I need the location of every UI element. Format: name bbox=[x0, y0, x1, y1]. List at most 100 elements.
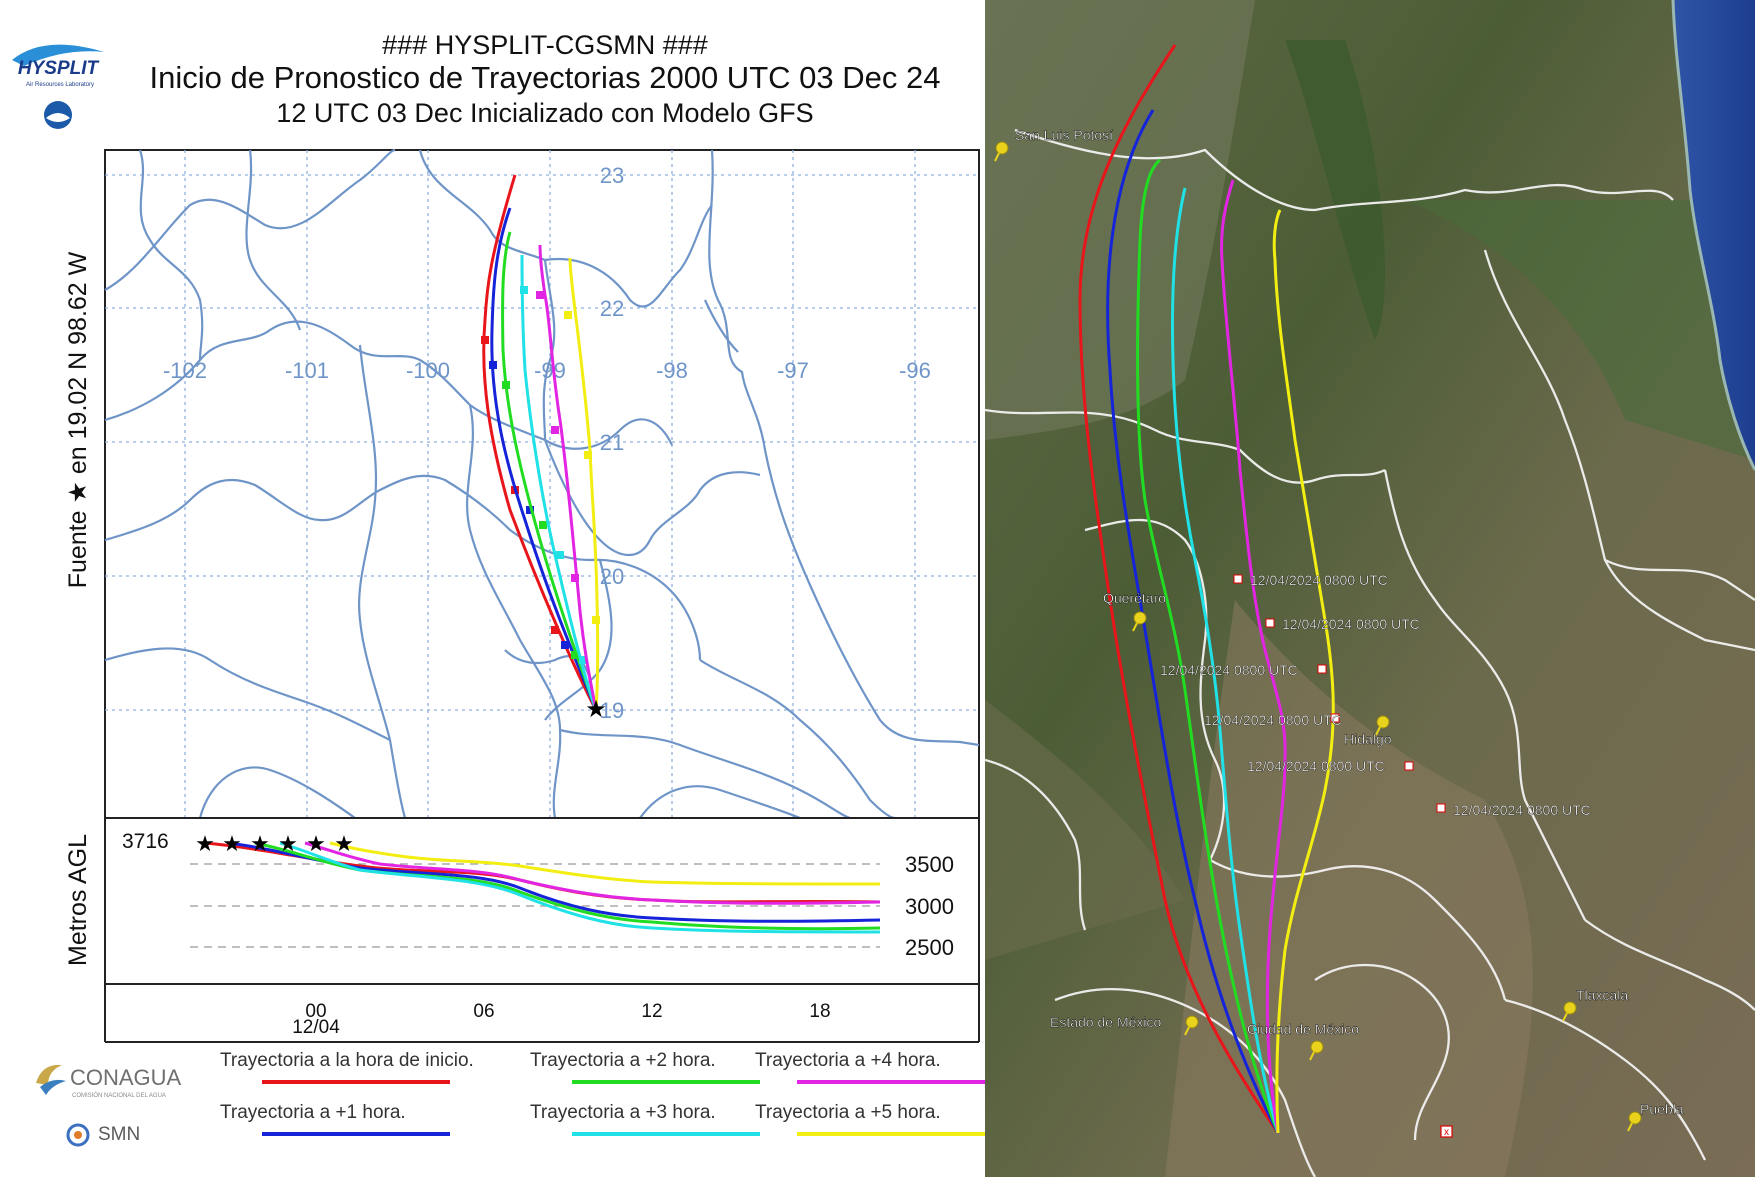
place-pin-icon bbox=[1628, 1111, 1642, 1125]
time-tick-label: 06 bbox=[473, 1001, 494, 1022]
place-pin-needle bbox=[994, 152, 1000, 162]
trajectory-plot: Fuente ★ en 19.02 N 98.62 W bbox=[64, 148, 985, 1136]
lon-tick-label: -96 bbox=[899, 358, 931, 383]
smn-logo: SMN bbox=[66, 1123, 140, 1147]
lon-tick-label: -102 bbox=[163, 358, 207, 383]
satellite-trajectory-3 bbox=[1171, 187, 1280, 1134]
title-line-3: 12 UTC 03 Dec Inicializado con Modelo GF… bbox=[276, 98, 814, 128]
time-label: 12/04/2024 0800 UTC bbox=[1204, 712, 1342, 728]
map-gridlines bbox=[105, 150, 979, 818]
satellite-trajectory-0 bbox=[1078, 44, 1280, 1134]
place-pin-icon bbox=[1133, 611, 1147, 625]
trajectory-line-5 bbox=[568, 257, 600, 711]
satellite-trajectory-4 bbox=[1220, 179, 1287, 1134]
trajectory-marker-1 bbox=[489, 361, 497, 369]
legend: Trayectoria a la hora de inicio. Trayecto… bbox=[220, 1050, 985, 1136]
place-pin-needle bbox=[1309, 1051, 1315, 1061]
time-tick-label: 12 bbox=[641, 1001, 662, 1022]
lon-tick-label: -100 bbox=[406, 358, 450, 383]
lon-tick-label: -97 bbox=[777, 358, 809, 383]
trajectory-marker-4 bbox=[571, 574, 579, 582]
height-start-stars: ★ ★ ★ ★ ★ ★ bbox=[195, 831, 354, 856]
map-trajectories bbox=[481, 174, 600, 711]
smn-text: SMN bbox=[98, 1124, 140, 1145]
title-line-1: ### HYSPLIT-CGSMN ### bbox=[382, 30, 708, 60]
trajectory-marker-4 bbox=[536, 291, 544, 299]
trajectory-marker-5 bbox=[564, 311, 572, 319]
time-tick-label: 00 bbox=[305, 1001, 326, 1022]
conagua-text: CONAGUA bbox=[70, 1065, 182, 1090]
trajectory-marker-3 bbox=[579, 656, 587, 664]
height-lines bbox=[204, 841, 881, 934]
satellite-trajectory-1 bbox=[1106, 109, 1280, 1134]
time-marker bbox=[1330, 713, 1340, 723]
satellite-labels: San Luis Potosí Querétaro Hidalgo Estado de… bbox=[994, 127, 1684, 1132]
trajectory-line-3 bbox=[520, 254, 598, 711]
place-pin-needle bbox=[1562, 1012, 1568, 1022]
height-tick-labels: 3500 3000 2500 bbox=[190, 852, 954, 960]
svg-text:★: ★ bbox=[585, 696, 607, 723]
time-label: 12/04/2024 0800 UTC bbox=[1250, 572, 1388, 588]
place-pin-needle bbox=[1132, 622, 1138, 632]
time-marker bbox=[1265, 618, 1275, 628]
lon-tick-label: -101 bbox=[285, 358, 329, 383]
place-pin-icon bbox=[1563, 1001, 1577, 1015]
time-marker bbox=[1233, 574, 1243, 584]
trajectory-marker-0 bbox=[481, 336, 489, 344]
source-label: Fuente ★ en 19.02 N 98.62 W bbox=[64, 251, 92, 588]
time-label: 12/04/2024 0800 UTC bbox=[1282, 616, 1420, 632]
trajectory-marker-4 bbox=[551, 426, 559, 434]
place-pin-icon bbox=[995, 141, 1009, 155]
trajectory-line-2 bbox=[501, 231, 598, 711]
height-tick-label: 3000 bbox=[905, 894, 954, 919]
lon-tick-label: -98 bbox=[656, 358, 688, 383]
height-line-3 bbox=[279, 841, 881, 934]
height-line-4 bbox=[304, 841, 881, 905]
time-tick-label: 18 bbox=[809, 1001, 830, 1022]
conagua-subtext: COMISIÓN NACIONAL DEL AGUA bbox=[72, 1092, 166, 1099]
time-tick-labels: 00 06 12 18 bbox=[305, 1001, 830, 1022]
trajectory-line-1 bbox=[490, 207, 598, 711]
satellite-trajectory-5 bbox=[1272, 209, 1335, 1134]
place-pin-needle bbox=[1627, 1122, 1633, 1132]
trajectory-marker-1 bbox=[526, 506, 534, 514]
time-date-label: 12/04 bbox=[292, 1017, 340, 1038]
trajectory-marker-5 bbox=[584, 451, 592, 459]
place-label: Puebla bbox=[1640, 1101, 1684, 1117]
legend-label-4: Trayectoria a +4 hora. bbox=[755, 1050, 941, 1071]
place-label: Estado de México bbox=[1050, 1014, 1161, 1030]
trajectory-marker-1 bbox=[561, 641, 569, 649]
trajectory-marker-2 bbox=[502, 381, 510, 389]
lat-tick-label: 21 bbox=[600, 430, 624, 455]
place-label: Querétaro bbox=[1103, 590, 1166, 606]
lon-tick-label: -99 bbox=[534, 358, 566, 383]
height-start-value: 3716 bbox=[122, 830, 169, 853]
time-label: 12/04/2024 0800 UTC bbox=[1160, 662, 1298, 678]
source-star: ★ bbox=[585, 696, 607, 723]
height-line-2 bbox=[254, 841, 881, 931]
hysplit-logo: HYSPLIT Air Resources Laboratory bbox=[12, 44, 104, 129]
hysplit-panel: HYSPLIT Air Resources Laboratory ### HYS… bbox=[12, 30, 985, 1147]
time-marker bbox=[1317, 664, 1327, 674]
height-start-star: ★ bbox=[278, 831, 298, 856]
height-plot-ylabel: Metros AGL bbox=[64, 834, 92, 966]
trajectory-marker-3 bbox=[520, 286, 528, 294]
height-tick-label: 2500 bbox=[905, 935, 954, 960]
place-label: Hidalgo bbox=[1344, 731, 1392, 747]
height-start-star: ★ bbox=[334, 831, 354, 856]
lat-tick-label: 23 bbox=[600, 163, 624, 188]
lat-tick-label: 22 bbox=[600, 296, 624, 321]
height-start-star: ★ bbox=[250, 831, 270, 856]
place-pin-icon bbox=[1310, 1040, 1324, 1054]
height-line-5 bbox=[329, 841, 881, 886]
time-label: 12/04/2024 0800 UTC bbox=[1247, 758, 1385, 774]
legend-label-3: Trayectoria a +3 hora. bbox=[530, 1102, 716, 1123]
trajectory-marker-3 bbox=[556, 551, 564, 559]
title-line-2: Inicio de Pronostico de Trayectorias 200… bbox=[149, 60, 941, 95]
hysplit-logo-text: HYSPLIT bbox=[18, 58, 100, 79]
satellite-trajectories bbox=[1078, 44, 1335, 1134]
trajectory-line-0 bbox=[482, 174, 598, 711]
legend-label-2: Trayectoria a +2 hora. bbox=[530, 1050, 716, 1071]
conagua-logo: CONAGUA COMISIÓN NACIONAL DEL AGUA bbox=[36, 1064, 182, 1099]
state-boundaries bbox=[104, 148, 980, 820]
